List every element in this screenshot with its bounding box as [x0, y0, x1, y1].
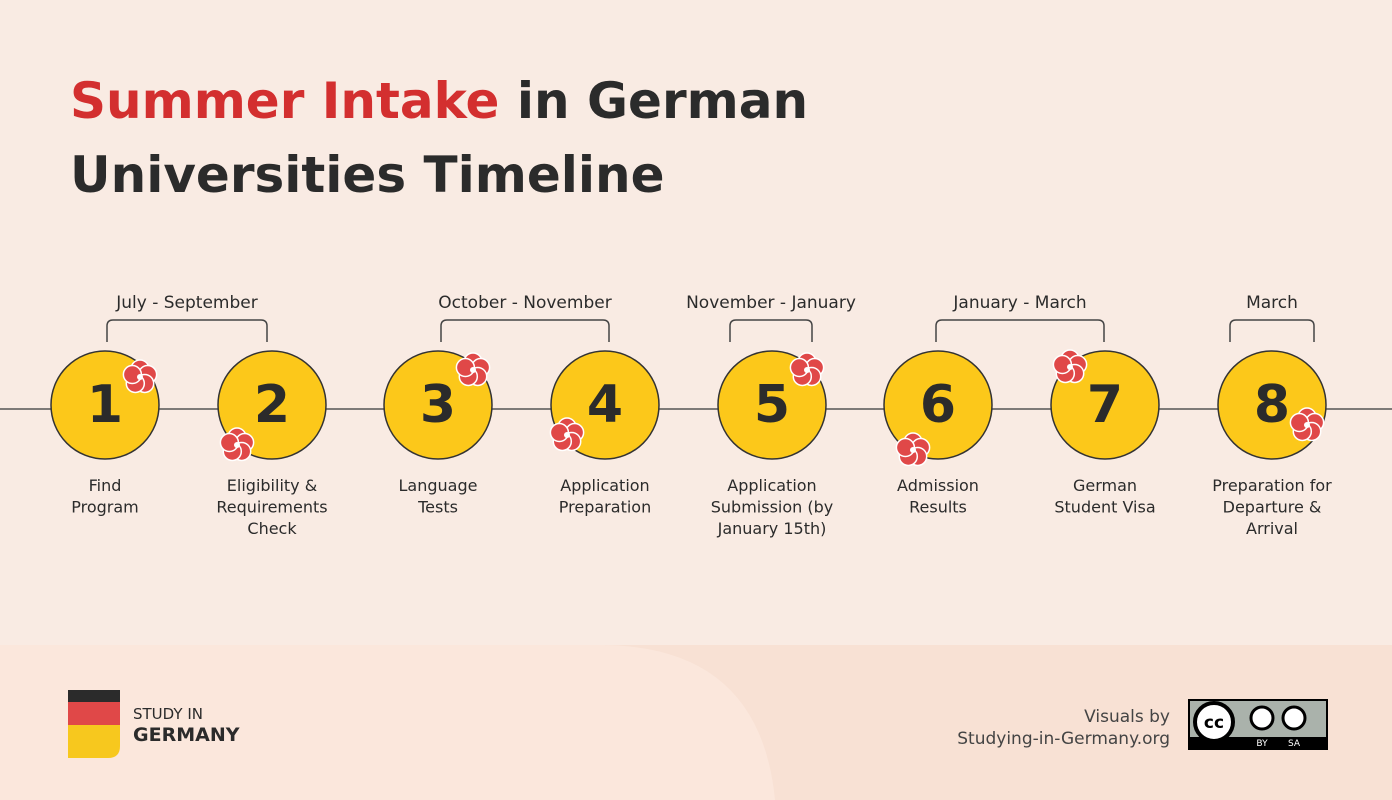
step-number: 2 — [254, 375, 290, 435]
flower — [1289, 407, 1325, 442]
title-rest: in German — [517, 72, 808, 130]
step-label: Find — [89, 476, 122, 495]
logo-text: STUDY IN — [133, 705, 203, 723]
flower-center — [804, 367, 810, 373]
logo: STUDY IN GERMANY — [68, 690, 240, 758]
step-label: Check — [247, 519, 297, 538]
flower — [895, 432, 931, 467]
flower — [549, 417, 585, 452]
flower — [219, 427, 255, 462]
flower — [1052, 349, 1088, 384]
step-label: Program — [71, 498, 139, 517]
title-highlight: Summer Intake — [70, 72, 499, 130]
flower — [789, 352, 825, 387]
cc-badge: cc BY SA — [1188, 699, 1328, 750]
flower-center — [137, 374, 143, 380]
step-number: 7 — [1087, 375, 1123, 435]
logo-text: GERMANY — [133, 724, 240, 746]
step-number: 3 — [420, 375, 456, 435]
period-bracket — [440, 319, 610, 342]
flower-center — [1304, 422, 1310, 428]
flower-center — [234, 442, 240, 448]
step-label: Eligibility & — [227, 476, 317, 495]
flag-red-2 — [68, 713, 120, 725]
flower-center — [910, 447, 916, 453]
flower — [122, 359, 158, 394]
step-label: Arrival — [1246, 519, 1298, 538]
flower-center — [1067, 364, 1073, 370]
step-label: Requirements — [216, 498, 327, 517]
flower-center — [564, 432, 570, 438]
period-label: November - January — [686, 293, 856, 313]
step-number: 1 — [87, 375, 123, 435]
period-label: July - September — [115, 293, 257, 313]
cc-text: cc — [1204, 713, 1224, 733]
period-bracket — [106, 319, 268, 342]
step-label: Application — [727, 476, 816, 495]
period-bracket — [1229, 319, 1315, 342]
step-label: Preparation — [559, 498, 651, 517]
step-label: Admission — [897, 476, 979, 495]
sa-text: SA — [1288, 739, 1301, 749]
title-line-2: Universities Timeline — [70, 146, 665, 204]
period-bracket — [935, 319, 1105, 342]
step-label: Results — [909, 498, 967, 517]
badge-bar — [1190, 737, 1326, 748]
step-label: Application — [560, 476, 649, 495]
flower — [455, 352, 491, 387]
step-label: German — [1073, 476, 1137, 495]
by-text: BY — [1256, 739, 1268, 749]
credit: Visuals by — [1084, 707, 1170, 727]
step-number: 4 — [587, 375, 623, 435]
period-label: January - March — [952, 293, 1086, 313]
step-label: Student Visa — [1054, 498, 1155, 517]
footer-curve — [0, 645, 775, 800]
sa-icon — [1281, 705, 1307, 731]
step-number: 6 — [920, 375, 956, 435]
period-bracket — [729, 319, 813, 342]
step-label: Language — [399, 476, 478, 495]
flower-center — [470, 367, 476, 373]
step-label: Tests — [417, 498, 458, 517]
title-line-1: Summer Intake in German — [70, 72, 808, 130]
step-label: January 15th) — [717, 519, 827, 538]
step-label: Submission (by — [711, 498, 833, 517]
period-label: October - November — [438, 293, 611, 313]
step-number: 8 — [1254, 375, 1290, 435]
flag-black-2 — [68, 690, 120, 702]
step-label: Preparation for — [1212, 476, 1332, 495]
by-icon — [1249, 705, 1275, 731]
step-number: 5 — [754, 375, 790, 435]
step-circle — [883, 350, 993, 460]
period-label: March — [1246, 293, 1298, 313]
flag-gold — [68, 725, 120, 758]
step-label: Departure & — [1223, 498, 1322, 517]
cc-circle — [1193, 701, 1235, 743]
credit: Studying-in-Germany.org — [957, 729, 1170, 749]
